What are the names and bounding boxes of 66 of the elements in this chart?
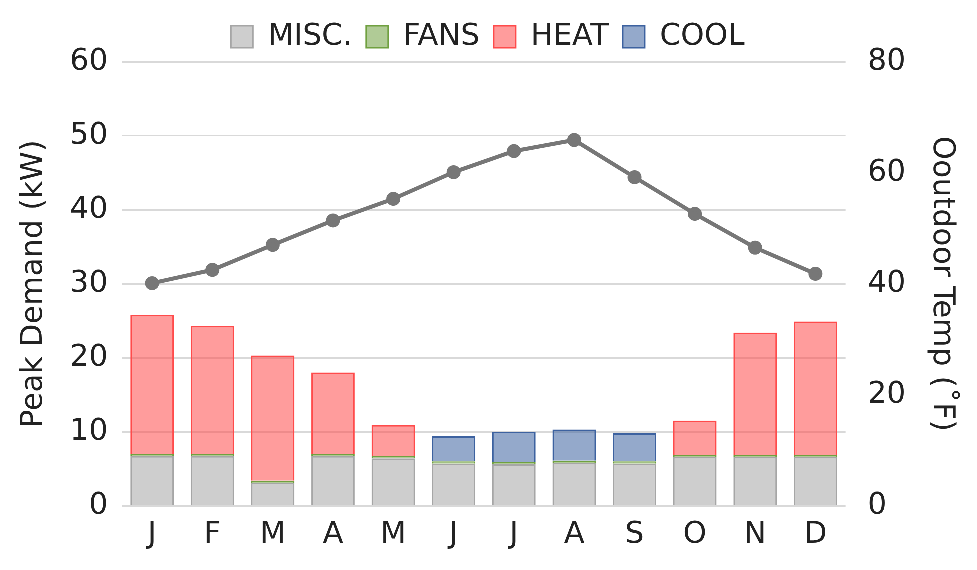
bar bbox=[552, 430, 596, 461]
bar bbox=[552, 463, 596, 506]
point bbox=[266, 238, 280, 252]
bar bbox=[372, 425, 416, 456]
x-tick-label: J bbox=[447, 516, 458, 551]
bar bbox=[312, 372, 355, 454]
point bbox=[688, 207, 702, 222]
bar bbox=[613, 433, 656, 462]
x-tick-label: J bbox=[146, 516, 157, 551]
y2-tick-label: 80 bbox=[868, 42, 906, 78]
legend-label: FANS bbox=[403, 18, 480, 53]
point bbox=[326, 214, 340, 228]
y2-tick-label: 60 bbox=[868, 154, 906, 189]
legend-label: MISC. bbox=[268, 18, 352, 53]
y-tick-label: 60 bbox=[70, 42, 108, 78]
point bbox=[145, 276, 160, 290]
point bbox=[567, 133, 582, 148]
point bbox=[628, 170, 642, 184]
bar bbox=[673, 420, 717, 455]
bar bbox=[130, 315, 174, 454]
point bbox=[808, 267, 823, 282]
point bbox=[206, 263, 220, 278]
bar bbox=[734, 457, 778, 506]
point bbox=[446, 165, 461, 180]
y-tick-label: 20 bbox=[70, 338, 108, 374]
y-axis-title: Peak Demand (kW) bbox=[14, 140, 50, 428]
bar bbox=[492, 464, 536, 506]
y-tick-label: 50 bbox=[70, 116, 108, 152]
x-tick-label: A bbox=[564, 516, 586, 551]
x-tick-label: J bbox=[508, 516, 519, 551]
bar bbox=[432, 464, 476, 506]
y2-tick-label: 40 bbox=[868, 264, 906, 300]
bar bbox=[130, 456, 174, 506]
y2-tick-label: 0 bbox=[868, 486, 887, 522]
x-tick-label: M bbox=[260, 516, 286, 551]
point bbox=[748, 240, 762, 255]
y-tick-label: 40 bbox=[70, 190, 108, 226]
point bbox=[386, 192, 401, 206]
y-tick-label: 30 bbox=[70, 264, 108, 300]
y2-tick-label: 20 bbox=[868, 376, 906, 411]
x-tick-label: A bbox=[322, 516, 344, 551]
point bbox=[507, 144, 522, 158]
bar bbox=[734, 332, 778, 455]
bar bbox=[794, 322, 838, 455]
x-tick-label: F bbox=[204, 516, 222, 551]
x-tick-label: D bbox=[804, 516, 828, 551]
legend-label: HEAT bbox=[530, 18, 610, 53]
x-tick-label: S bbox=[625, 516, 644, 551]
bar bbox=[372, 458, 416, 506]
bar bbox=[190, 456, 234, 506]
y2-axis-title: Ooutdoor Temp (˚F) bbox=[926, 136, 962, 432]
x-tick-label: N bbox=[744, 516, 767, 551]
y-tick-label: 0 bbox=[89, 486, 108, 522]
x-tick-label: M bbox=[380, 516, 406, 551]
bar bbox=[312, 456, 355, 506]
bar bbox=[251, 483, 295, 506]
bar bbox=[492, 432, 536, 462]
y-tick-label: 10 bbox=[70, 412, 108, 448]
bar bbox=[673, 457, 717, 506]
bar bbox=[190, 326, 234, 454]
bar bbox=[613, 464, 656, 506]
legend-label: COOL bbox=[660, 18, 746, 53]
bar bbox=[794, 457, 838, 506]
bar bbox=[432, 436, 476, 462]
x-tick-label: O bbox=[683, 516, 707, 551]
bar bbox=[251, 356, 295, 481]
